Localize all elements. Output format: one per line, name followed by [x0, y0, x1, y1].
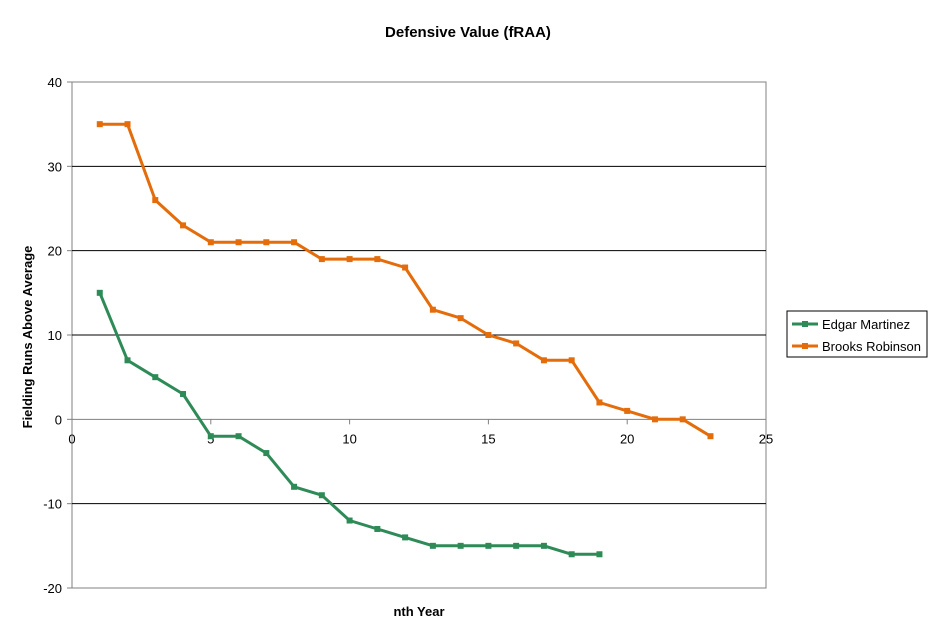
y-tick-label: -20	[43, 581, 62, 596]
legend-marker-brooks-robinson	[802, 343, 808, 349]
x-axis-label: nth Year	[393, 604, 444, 619]
data-point-edgar-martinez	[402, 534, 409, 541]
data-point-brooks-robinson	[596, 399, 603, 406]
data-point-edgar-martinez	[318, 492, 325, 499]
data-point-brooks-robinson	[651, 416, 658, 423]
data-point-brooks-robinson	[263, 239, 270, 246]
y-tick-label: 0	[55, 412, 62, 427]
data-point-edgar-martinez	[485, 542, 492, 549]
data-point-edgar-martinez	[540, 542, 547, 549]
data-point-brooks-robinson	[124, 121, 131, 128]
legend: Edgar Martinez Brooks Robinson	[786, 310, 928, 358]
data-point-brooks-robinson	[96, 121, 103, 128]
y-tick-label: 20	[48, 244, 62, 259]
x-tick-label: 10	[342, 431, 356, 446]
data-point-edgar-martinez	[596, 551, 603, 558]
data-point-edgar-martinez	[457, 542, 464, 549]
data-point-brooks-robinson	[374, 256, 381, 263]
data-point-edgar-martinez	[513, 542, 520, 549]
data-point-brooks-robinson	[152, 197, 159, 204]
data-point-brooks-robinson	[679, 416, 686, 423]
x-tick-label: 0	[68, 431, 75, 446]
data-point-brooks-robinson	[707, 433, 714, 440]
data-point-brooks-robinson	[318, 256, 325, 263]
legend-label-brooks-robinson: Brooks Robinson	[822, 339, 921, 354]
data-point-brooks-robinson	[346, 256, 353, 263]
data-point-edgar-martinez	[374, 525, 381, 532]
y-tick-label: 10	[48, 328, 62, 343]
data-point-brooks-robinson	[402, 264, 409, 271]
y-tick-label: 30	[48, 159, 62, 174]
data-point-brooks-robinson	[485, 332, 492, 338]
data-point-edgar-martinez	[346, 517, 353, 524]
data-point-brooks-robinson	[291, 239, 298, 246]
data-point-edgar-martinez	[180, 391, 187, 398]
series-layer	[96, 121, 714, 558]
data-point-edgar-martinez	[263, 450, 270, 457]
y-tick-labels: -20 -10 0 10 20 30 40	[43, 75, 62, 596]
chart-title: Defensive Value (fRAA)	[385, 24, 551, 41]
data-point-edgar-martinez	[235, 433, 242, 440]
data-point-edgar-martinez	[124, 357, 131, 364]
data-point-brooks-robinson	[513, 340, 520, 347]
data-point-brooks-robinson	[235, 239, 242, 246]
data-point-edgar-martinez	[96, 289, 103, 296]
y-axis-label: Fielding Runs Above Average	[20, 246, 35, 429]
x-tick-label: 25	[759, 431, 773, 446]
data-point-brooks-robinson	[540, 357, 547, 364]
gridlines	[72, 165, 766, 505]
data-point-brooks-robinson	[207, 239, 214, 246]
data-point-edgar-martinez	[152, 374, 159, 381]
data-point-brooks-robinson	[568, 357, 575, 364]
data-point-edgar-martinez	[429, 542, 436, 549]
data-point-brooks-robinson	[624, 407, 631, 414]
legend-box	[786, 310, 928, 358]
data-point-brooks-robinson	[180, 222, 187, 229]
data-point-edgar-martinez	[291, 483, 298, 490]
y-tick-label: 40	[48, 75, 62, 90]
x-tick-label: 15	[481, 431, 495, 446]
data-point-edgar-martinez	[568, 551, 575, 558]
x-tick-label: 20	[620, 431, 634, 446]
legend-label-edgar-martinez: Edgar Martinez	[822, 317, 910, 332]
data-point-edgar-martinez	[207, 433, 214, 440]
y-tick-label: -10	[43, 497, 62, 512]
data-point-brooks-robinson	[457, 315, 464, 322]
legend-marker-edgar-martinez	[802, 321, 808, 327]
data-point-brooks-robinson	[429, 306, 436, 313]
